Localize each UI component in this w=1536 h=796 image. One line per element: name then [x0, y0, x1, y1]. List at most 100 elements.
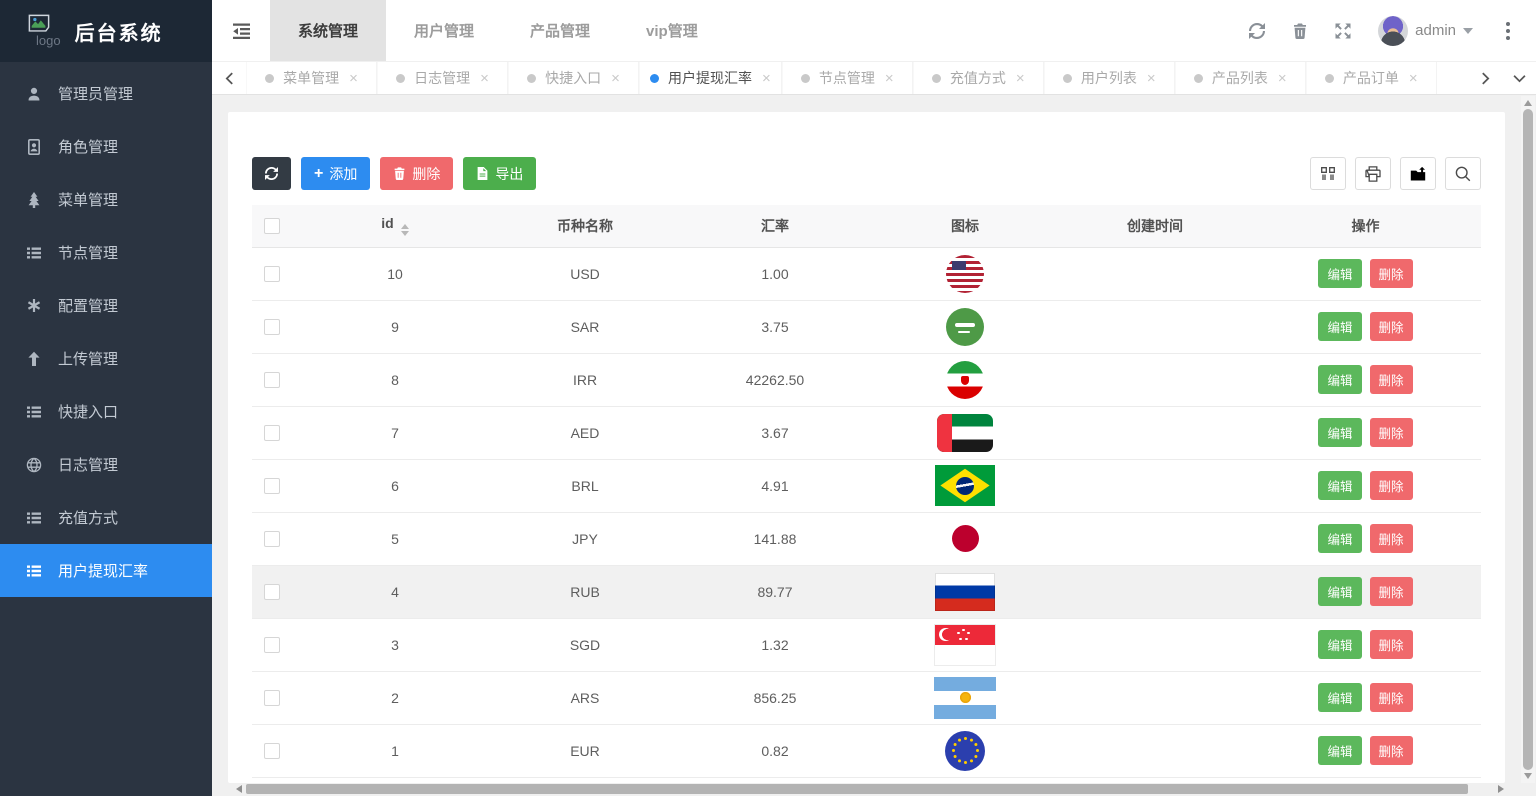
page-tab-menus[interactable]: 菜单管理 ×	[246, 62, 377, 94]
edit-button[interactable]: 编辑	[1318, 259, 1362, 288]
cell-rate: 42262.50	[680, 353, 870, 407]
page-tab-withdraw-rate[interactable]: 用户提现汇率 ×	[639, 62, 782, 94]
export-button[interactable]: 导出	[463, 157, 537, 190]
refresh-icon[interactable]	[1249, 22, 1266, 39]
tab-close-icon[interactable]: ×	[884, 69, 894, 87]
edit-button[interactable]: 编辑	[1318, 736, 1362, 765]
delete-button[interactable]: 删除	[1369, 365, 1413, 394]
page-tab-nodes[interactable]: 节点管理 ×	[781, 62, 913, 94]
sidebar-item-nodes[interactable]: 节点管理	[0, 226, 212, 279]
page-tab-recharge[interactable]: 充值方式 ×	[912, 62, 1044, 94]
vertical-scrollbar-thumb[interactable]	[1523, 109, 1533, 770]
tabs-list-dropdown-icon[interactable]	[1502, 62, 1536, 94]
delete-button[interactable]: 删除	[1369, 683, 1413, 712]
delete-button[interactable]: 删除	[1369, 630, 1413, 659]
edit-button[interactable]: 编辑	[1318, 312, 1362, 341]
sidebar-item-logs[interactable]: 日志管理	[0, 438, 212, 491]
scroll-down-arrow-icon[interactable]	[1524, 773, 1532, 779]
tab-close-icon[interactable]: ×	[1015, 69, 1025, 87]
horizontal-scrollbar[interactable]	[236, 783, 1504, 795]
broken-logo-image: logo	[28, 14, 61, 48]
edit-button[interactable]: 编辑	[1318, 630, 1362, 659]
scroll-right-arrow-icon[interactable]	[1498, 785, 1504, 793]
page-tab-strip: 菜单管理 × 日志管理 × 快捷入口 × 用户提现汇率 × 节点管理 × 充值方…	[212, 62, 1536, 95]
print-icon[interactable]	[1355, 157, 1391, 190]
trash-icon[interactable]	[1292, 23, 1308, 39]
horizontal-scrollbar-thumb[interactable]	[246, 784, 1468, 794]
delete-button[interactable]: 删除	[1369, 736, 1413, 765]
tab-status-dot-icon	[265, 73, 275, 83]
page-tab-logs[interactable]: 日志管理 ×	[377, 62, 508, 94]
row-checkbox[interactable]	[264, 425, 280, 442]
tab-close-icon[interactable]: ×	[349, 69, 358, 87]
row-checkbox[interactable]	[264, 637, 280, 654]
sidebar-item-config[interactable]: 配置管理	[0, 279, 212, 332]
export-data-icon[interactable]	[1400, 157, 1436, 190]
edit-button[interactable]: 编辑	[1318, 683, 1362, 712]
sidebar-item-withdraw-rate[interactable]: 用户提现汇率	[0, 544, 212, 597]
row-checkbox[interactable]	[264, 584, 280, 601]
edit-button[interactable]: 编辑	[1318, 577, 1362, 606]
cell-created-at	[1060, 353, 1250, 407]
tab-close-icon[interactable]: ×	[1146, 69, 1156, 87]
scroll-left-arrow-icon[interactable]	[236, 785, 242, 793]
sidebar-collapse-icon[interactable]	[212, 0, 270, 61]
row-checkbox[interactable]	[264, 478, 280, 495]
toggle-columns-icon[interactable]	[1310, 157, 1346, 190]
avatar[interactable]	[1378, 15, 1409, 46]
row-checkbox[interactable]	[264, 372, 280, 389]
page-tab-quick-entry[interactable]: 快捷入口 ×	[508, 62, 639, 94]
sidebar-item-roles[interactable]: 角色管理	[0, 120, 212, 173]
row-checkbox[interactable]	[264, 266, 280, 283]
sidebar-item-recharge[interactable]: 充值方式	[0, 491, 212, 544]
header-id[interactable]: id	[300, 205, 490, 248]
page-tab-product-orders[interactable]: 产品订单 ×	[1305, 62, 1437, 94]
edit-button[interactable]: 编辑	[1318, 418, 1362, 447]
delete-button[interactable]: 删除	[1369, 577, 1413, 606]
page-tab-user-list[interactable]: 用户列表 ×	[1043, 62, 1175, 94]
nav-tab-vip[interactable]: vip管理	[646, 23, 698, 40]
tab-close-icon[interactable]: ×	[762, 69, 771, 87]
delete-button[interactable]: 删除	[1369, 312, 1413, 341]
scroll-up-arrow-icon[interactable]	[1524, 100, 1532, 106]
user-menu[interactable]: admin	[1378, 15, 1473, 46]
row-checkbox[interactable]	[264, 743, 280, 760]
tab-close-icon[interactable]: ×	[480, 69, 489, 87]
vertical-scrollbar[interactable]	[1521, 96, 1535, 783]
delete-button[interactable]: 删除	[1369, 418, 1413, 447]
add-button[interactable]: + 添加	[301, 157, 371, 190]
tab-close-icon[interactable]: ×	[1408, 69, 1418, 87]
delete-button[interactable]: 删除	[1369, 524, 1413, 553]
edit-button[interactable]: 编辑	[1318, 365, 1362, 394]
nav-tab-system[interactable]: 系统管理	[270, 0, 387, 61]
sidebar-item-quick-entry[interactable]: 快捷入口	[0, 385, 212, 438]
page-tab-product-list[interactable]: 产品列表 ×	[1174, 62, 1306, 94]
user-icon	[25, 85, 43, 103]
cell-rate: 0.82	[680, 724, 870, 778]
caret-down-icon	[1463, 27, 1473, 34]
row-checkbox[interactable]	[264, 531, 280, 548]
delete-button[interactable]: 删除	[1369, 471, 1413, 500]
sidebar-item-upload[interactable]: 上传管理	[0, 332, 212, 385]
delete-button[interactable]: 删除	[1369, 259, 1413, 288]
tabs-scroll-left-icon[interactable]	[212, 62, 246, 94]
edit-button[interactable]: 编辑	[1318, 524, 1362, 553]
nav-tab-user[interactable]: 用户管理	[414, 23, 475, 40]
tabs-scroll-right-icon[interactable]	[1468, 62, 1502, 94]
select-all-checkbox[interactable]	[264, 218, 280, 235]
delete-button[interactable]: 删除	[380, 157, 454, 190]
row-checkbox[interactable]	[264, 690, 280, 707]
fullscreen-icon[interactable]	[1335, 23, 1351, 39]
sidebar-item-menus[interactable]: 菜单管理	[0, 173, 212, 226]
refresh-table-button[interactable]	[252, 157, 291, 190]
edit-button[interactable]: 编辑	[1318, 471, 1362, 500]
row-checkbox[interactable]	[264, 319, 280, 336]
sort-icon[interactable]	[400, 224, 409, 237]
tab-close-icon[interactable]: ×	[1277, 69, 1287, 87]
tab-close-icon[interactable]: ×	[611, 69, 620, 87]
search-icon[interactable]	[1445, 157, 1481, 190]
flag-eur-icon	[945, 730, 985, 771]
kebab-menu-icon[interactable]	[1506, 28, 1510, 33]
sidebar-item-admin[interactable]: 管理员管理	[0, 67, 212, 120]
nav-tab-product[interactable]: 产品管理	[530, 23, 591, 40]
